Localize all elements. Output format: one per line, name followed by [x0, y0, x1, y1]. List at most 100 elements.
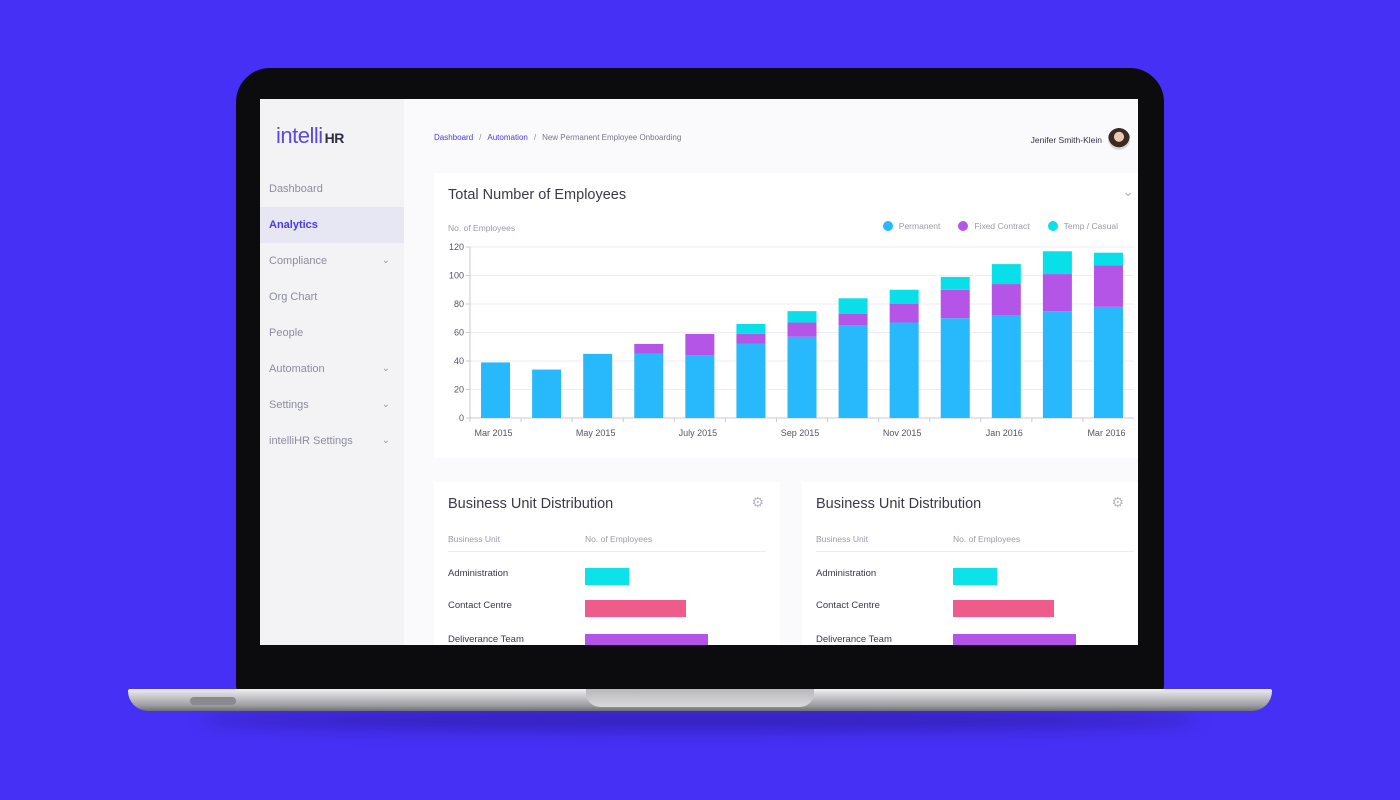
bu-row-bar[interactable] [953, 568, 997, 585]
bu-card-1: Business Unit Distribution ⚙ Business Un… [434, 482, 780, 645]
bar-segment [889, 322, 919, 418]
sidebar-item-label: intelliHR Settings [269, 435, 353, 447]
chevron-down-icon[interactable]: ⌄ [1122, 183, 1134, 199]
bu-card-title: Business Unit Distribution [448, 496, 614, 512]
bar-segment [889, 289, 919, 304]
bar-segment [634, 353, 664, 418]
divider [816, 551, 1134, 552]
legend-item[interactable]: Fixed Contract [958, 221, 1030, 231]
sidebar-item-people[interactable]: People [260, 315, 404, 351]
breadcrumb-separator: / [479, 133, 482, 142]
bu-row-bar[interactable] [585, 634, 708, 645]
sidebar-item-label: Org Chart [269, 291, 318, 303]
bar-segment [991, 315, 1021, 418]
intellihr-logo[interactable]: intelli HR [276, 123, 344, 149]
bar-segment [838, 325, 868, 418]
breadcrumb-dashboard[interactable]: Dashboard [434, 133, 474, 142]
sidebar-item-label: Compliance [269, 255, 328, 267]
chart-legend: Permanent Fixed Contract Temp / Casual [882, 221, 1118, 231]
chart-ylabel: No. of Employees [448, 223, 516, 233]
sidebar-item-intellihr-settings[interactable]: intelliHR Settings ⌄ [260, 423, 404, 459]
bar-segment [532, 369, 562, 418]
chevron-down-icon: ⌄ [381, 363, 390, 374]
chevron-down-icon: ⌄ [381, 435, 390, 446]
breadcrumb: Dashboard / Automation / New Permanent Emplo… [434, 133, 681, 142]
avatar[interactable] [1108, 128, 1130, 150]
bar-segment [1093, 252, 1123, 266]
bu-row-label: Administration [816, 568, 877, 579]
y-tick-label: 0 [459, 413, 464, 423]
y-tick-label: 40 [454, 356, 464, 366]
legend-item[interactable]: Permanent [882, 221, 941, 231]
bar-segment [940, 318, 970, 418]
main-content: Dashboard / Automation / New Permanent Emplo… [404, 99, 1138, 645]
sidebar-item-compliance[interactable]: Compliance ⌄ [260, 243, 404, 279]
sidebar-nav: Dashboard Analytics Compliance ⌄ Org Chart Pe… [260, 171, 404, 459]
y-tick-label: 100 [449, 271, 464, 281]
bar-segment [787, 311, 817, 323]
sidebar-item-automation[interactable]: Automation ⌄ [260, 351, 404, 387]
sidebar-item-org-chart[interactable]: Org Chart [260, 279, 404, 315]
app-screen: intelli HR Dashboard Analytics Compliance ⌄ O… [260, 99, 1138, 645]
bar-segment [1093, 306, 1123, 418]
bu-col-count: No. of Employees [953, 534, 1021, 544]
y-tick-label: 60 [454, 328, 464, 338]
bar-segment [1042, 274, 1072, 312]
employees-bar-chart: 0 20 40 60 80 100 120 Mar 2015 May 2015 July 2015… [449, 242, 1134, 438]
legend-item[interactable]: Temp / Casual [1047, 221, 1118, 231]
divider [448, 551, 766, 552]
bu-row-label: Administration [448, 568, 509, 579]
bu-card-title: Business Unit Distribution [816, 496, 982, 512]
chevron-down-icon: ⌄ [381, 399, 390, 410]
bar-segment [685, 333, 715, 356]
logo-suffix: HR [324, 130, 345, 146]
y-tick-label: 120 [449, 242, 464, 252]
gear-icon[interactable]: ⚙ [1111, 494, 1124, 510]
bar-segment [940, 276, 970, 290]
bar-segment [736, 323, 766, 334]
bar-segment [685, 355, 715, 418]
sidebar-item-label: Settings [269, 399, 309, 411]
x-tick-label: July 2015 [679, 428, 718, 438]
bar-segment [991, 264, 1021, 285]
bar-segment [1042, 311, 1072, 418]
bu-row-bar[interactable] [953, 600, 1054, 617]
bar-segment [1042, 251, 1072, 275]
breadcrumb-current: New Permanent Employee Onboarding [542, 133, 682, 142]
bar-segment [889, 304, 919, 323]
legend-label: Fixed Contract [974, 221, 1030, 231]
legend-label: Permanent [898, 221, 941, 231]
legend-label: Temp / Casual [1063, 221, 1118, 231]
laptop-opening-notch [586, 689, 814, 707]
bar-segment [787, 322, 817, 337]
x-tick-label: Sep 2015 [781, 428, 820, 438]
sidebar: intelli HR Dashboard Analytics Compliance ⌄ O… [260, 99, 404, 645]
sidebar-item-analytics[interactable]: Analytics [260, 207, 404, 243]
x-tick-label: Mar 2015 [475, 428, 513, 438]
sidebar-item-label: Automation [269, 363, 325, 375]
bar-segment [940, 289, 970, 319]
x-tick-label: Nov 2015 [883, 428, 922, 438]
bar-segment [583, 353, 613, 418]
bu-row-label: Contact Centre [448, 600, 512, 611]
breadcrumb-automation[interactable]: Automation [487, 133, 528, 142]
bu-col-unit: Business Unit [816, 534, 868, 544]
x-tick-label: May 2015 [576, 428, 616, 438]
bu-row-bar[interactable] [585, 600, 686, 617]
bu-row-bar[interactable] [585, 568, 629, 585]
gear-icon[interactable]: ⚙ [751, 494, 764, 510]
sidebar-item-label: Dashboard [269, 183, 323, 195]
y-tick-label: 20 [454, 385, 464, 395]
chevron-down-icon: ⌄ [381, 255, 390, 266]
bu-card-2: Business Unit Distribution ⚙ Business Un… [802, 482, 1138, 645]
bu-row-bar[interactable] [953, 634, 1076, 645]
sidebar-item-label: People [269, 327, 304, 339]
sidebar-item-settings[interactable]: Settings ⌄ [260, 387, 404, 423]
legend-dot [1047, 221, 1058, 231]
sidebar-item-label: Analytics [269, 219, 318, 231]
user-name[interactable]: Jenifer Smith-Klein [1030, 135, 1102, 145]
laptop-shadow [200, 709, 1200, 731]
legend-dot [958, 221, 969, 231]
sidebar-item-dashboard[interactable]: Dashboard [260, 171, 404, 207]
bu-col-unit: Business Unit [448, 534, 500, 544]
